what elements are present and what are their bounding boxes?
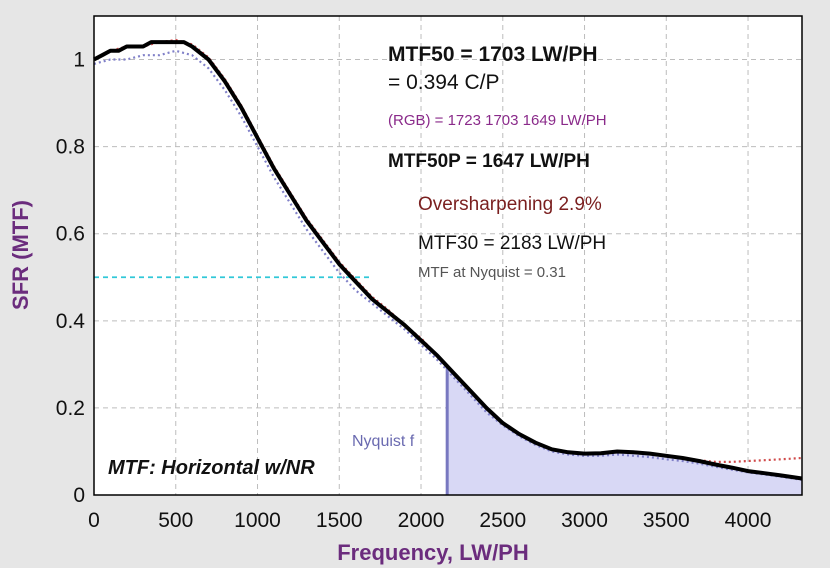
plot-label: MTF: Horizontal w/NR (108, 457, 315, 479)
plot-frame (93, 15, 803, 496)
mtf50-cp-annotation: = 0.394 C/P (388, 71, 500, 94)
mtf50p-annotation: MTF50P = 1647 LW/PH (388, 151, 590, 172)
y-tick-label: 0 (73, 484, 85, 507)
x-tick-label: 4000 (725, 509, 772, 532)
y-tick-label: 0.8 (56, 136, 85, 159)
mtf30-annotation: MTF30 = 2183 LW/PH (418, 233, 606, 254)
y-axis-title: SFR (MTF) (8, 200, 33, 310)
x-tick-label: 3500 (643, 509, 690, 532)
series-line-0 (93, 40, 803, 481)
y-tick-label: 0.4 (56, 310, 86, 333)
y-tick-label: 0.2 (56, 397, 85, 420)
rgb-annotation: (RGB) = 1723 1703 1649 LW/PH (388, 112, 607, 129)
guides (94, 276, 449, 495)
nyquist-label: Nyquist f (352, 433, 415, 450)
x-tick-label: 3000 (561, 509, 608, 532)
nyquist-area (447, 366, 802, 495)
nyquist-fill-group (447, 366, 802, 495)
y-tick-label: 1 (73, 49, 85, 72)
x-tick-label: 0 (88, 509, 100, 532)
y-tick-labels: 0 0.2 0.4 0.6 0.8 1 (56, 49, 86, 507)
series-group (93, 38, 803, 481)
x-tick-labels: 0 500 1000 1500 2000 2500 3000 3500 4000 (88, 509, 771, 532)
x-tick-label: 1000 (234, 509, 281, 532)
x-tick-label: 2500 (479, 509, 526, 532)
oversharpening-annotation: Oversharpening 2.9% (418, 194, 602, 215)
y-tick-label: 0.6 (56, 223, 85, 246)
x-axis-title: Frequency, LW/PH (337, 540, 529, 565)
mtf50-annotation: MTF50 = 1703 LW/PH (388, 43, 598, 66)
x-tick-label: 500 (158, 509, 193, 532)
mtf-nyquist-annotation: MTF at Nyquist = 0.31 (418, 264, 566, 281)
x-tick-label: 2000 (398, 509, 445, 532)
series-line-2 (93, 49, 803, 481)
x-tick-label: 1500 (316, 509, 363, 532)
